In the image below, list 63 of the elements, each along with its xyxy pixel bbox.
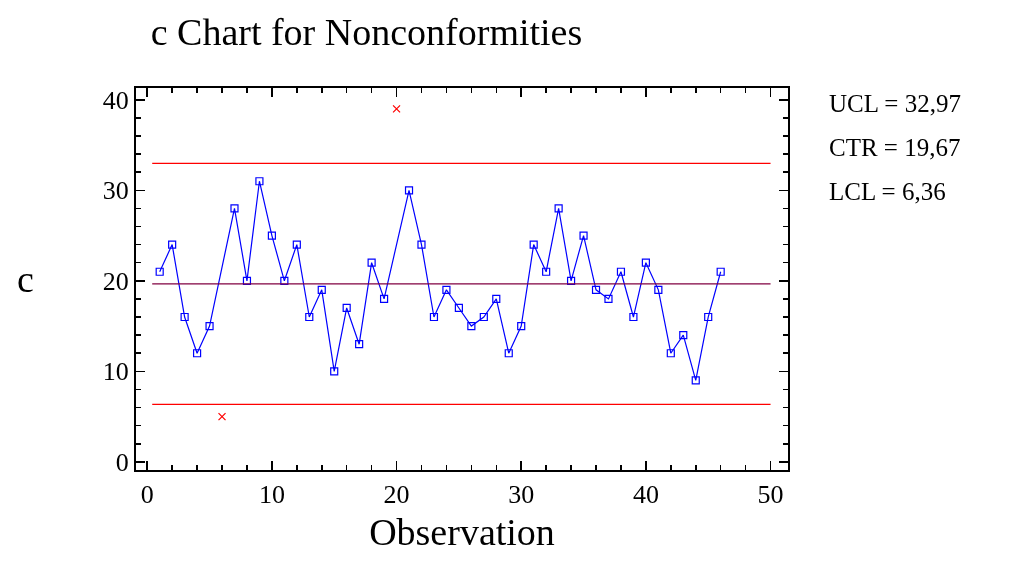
point (591, 285, 601, 294)
text: LCL = 6,36 (829, 178, 946, 205)
point (579, 231, 588, 240)
point (342, 303, 351, 313)
point (679, 331, 688, 340)
x-tick-label: 30 (508, 480, 535, 510)
point (542, 267, 551, 276)
point (554, 204, 563, 213)
point (492, 294, 501, 304)
point (267, 231, 276, 240)
point (666, 349, 675, 358)
point (629, 312, 638, 322)
point (217, 412, 227, 421)
x-tick-label: 20 (383, 480, 410, 510)
x-axis-title: Observation (369, 510, 555, 553)
chart-title: c Chart for Nonconformities (150, 10, 583, 53)
point (305, 312, 314, 322)
point (716, 267, 725, 276)
point (704, 312, 713, 322)
point (517, 321, 526, 331)
point (654, 285, 663, 294)
point (691, 376, 700, 385)
point (479, 312, 488, 322)
point (242, 276, 252, 285)
x-tick-label: 40 (632, 480, 659, 510)
y-tick-label: 0 (115, 447, 129, 477)
point (442, 285, 451, 294)
point (504, 349, 513, 358)
point (616, 267, 626, 276)
point (280, 276, 289, 285)
point (429, 312, 439, 322)
point (205, 321, 214, 331)
point (317, 285, 326, 294)
y-tick-label: 30 (102, 176, 129, 206)
text: CTR = 19,67 (829, 134, 961, 161)
point (404, 186, 414, 195)
point (604, 294, 613, 304)
point (367, 258, 376, 267)
point (566, 276, 576, 285)
point (454, 303, 463, 313)
y-tick-label: 10 (102, 357, 129, 387)
x-tick-label: 50 (757, 480, 784, 510)
point (330, 367, 339, 376)
point (379, 294, 389, 304)
point (417, 240, 426, 249)
y-tick-label: 20 (102, 266, 129, 296)
text: UCL = 32,97 (829, 90, 961, 117)
point (180, 312, 189, 322)
y-axis-title: c (17, 258, 34, 300)
point (355, 340, 364, 349)
point (230, 204, 239, 213)
point (641, 258, 650, 267)
x-tick-label: 10 (258, 480, 285, 510)
point (392, 104, 401, 113)
point (292, 240, 301, 249)
point (168, 240, 177, 249)
point (255, 177, 264, 186)
point (155, 267, 164, 276)
point (467, 321, 476, 331)
point (529, 240, 538, 249)
x-tick-label: 0 (140, 480, 154, 510)
point (192, 349, 202, 358)
y-tick-label: 40 (102, 85, 129, 115)
